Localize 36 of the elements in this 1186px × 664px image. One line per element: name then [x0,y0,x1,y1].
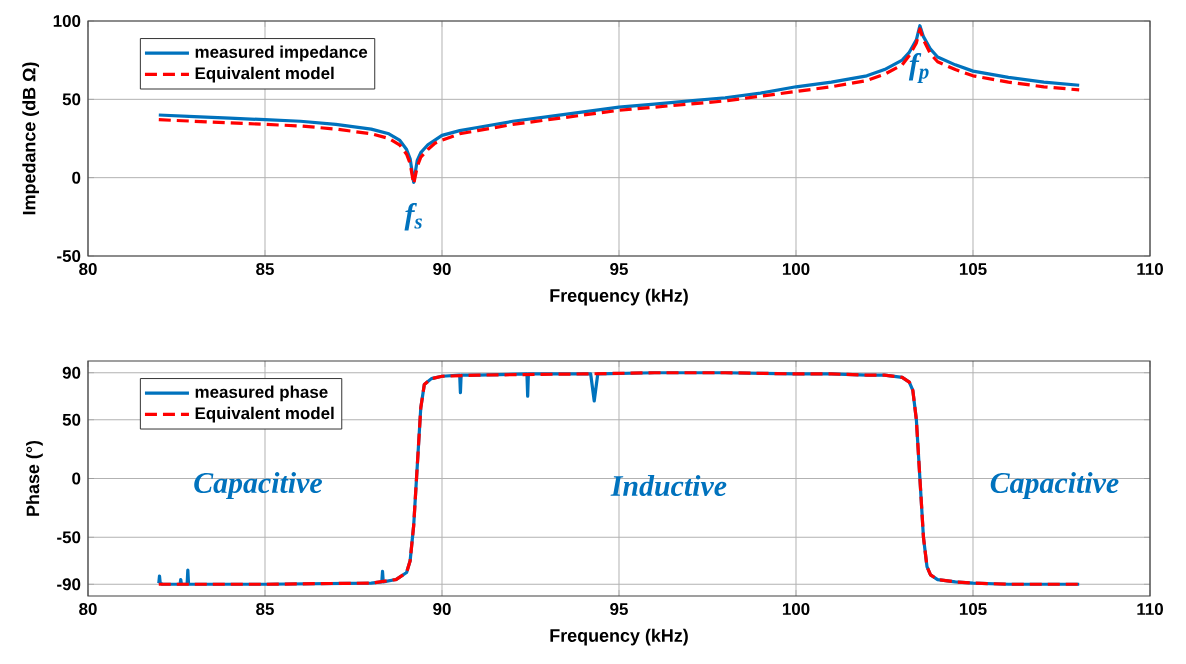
y-tick-label: -50 [57,531,81,544]
x-tick-label: 95 [610,263,628,276]
legend-label: measured phase [195,385,328,402]
x-tick-label: 90 [433,263,451,276]
x-tick-label: 85 [256,263,274,276]
x-tick-label: 100 [782,603,810,616]
annotation: f$_{p}$ [908,53,929,83]
x-tick-label: 85 [256,603,274,616]
x-tick-label: 90 [433,603,451,616]
legend-label: Equivalent model [195,66,334,83]
annotation: Capacitive [990,472,1119,500]
annotation: Capacitive [194,472,323,500]
x-axis-title: Frequency (kHz) [550,628,688,646]
legend-label: measured impedance [195,45,368,62]
y-tick-label: 50 [62,93,81,106]
x-tick-label: 110 [1137,603,1163,616]
x-tick-label: 105 [959,263,987,276]
x-tick-label: 95 [610,603,628,616]
y-tick-label: 0 [72,171,81,184]
y-tick-label: 90 [62,366,81,379]
y-axis-title: Phase (°) [26,440,43,516]
y-tick-label: 50 [62,413,81,426]
y-tick-label: -90 [57,578,81,591]
y-axis-title: Impedance (dB Ω) [22,62,40,215]
y-tick-label: 0 [72,472,81,485]
annotation: f$_{s}$ [404,203,422,231]
annotation: Inductive [610,475,727,497]
y-tick-label: -50 [57,250,81,262]
y-tick-label: 100 [53,15,81,27]
x-tick-label: 110 [1137,263,1163,276]
x-tick-label: 80 [79,263,97,276]
legend-label: Equivalent model [195,406,334,423]
x-axis-title: Frequency (kHz) [550,288,688,306]
x-tick-label: 80 [79,603,97,616]
x-tick-label: 105 [959,603,987,616]
x-tick-label: 100 [782,263,810,276]
